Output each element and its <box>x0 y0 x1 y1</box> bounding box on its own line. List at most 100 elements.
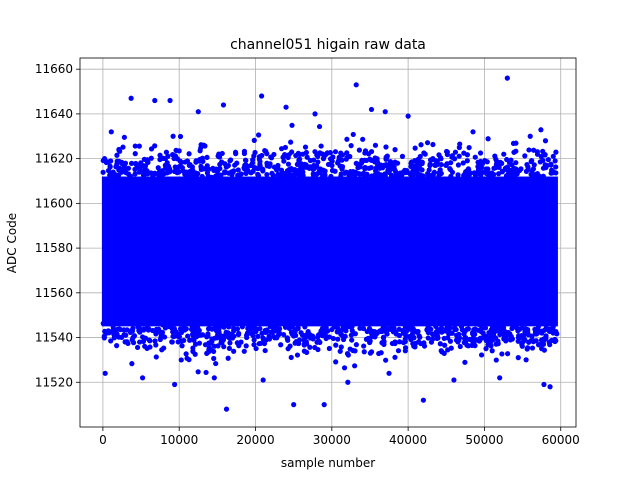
data-point <box>245 167 251 173</box>
data-point <box>137 164 143 170</box>
data-point <box>146 337 152 343</box>
data-point <box>138 160 144 166</box>
data-point <box>184 158 191 164</box>
data-point <box>304 154 310 160</box>
data-point <box>231 348 237 354</box>
data-point <box>497 324 503 330</box>
data-point <box>466 144 472 151</box>
data-point <box>550 324 556 330</box>
outlier-point <box>547 384 553 390</box>
data-point <box>439 349 445 355</box>
data-point <box>425 327 431 333</box>
data-point <box>392 147 398 153</box>
data-point <box>545 156 551 163</box>
data-point <box>226 324 232 330</box>
data-point <box>176 148 182 154</box>
data-point <box>106 330 112 336</box>
data-point <box>285 337 291 343</box>
data-point <box>125 165 132 171</box>
data-point <box>289 149 295 155</box>
data-point <box>186 151 192 157</box>
data-point <box>322 168 328 174</box>
data-point <box>179 343 185 349</box>
data-point <box>241 348 247 354</box>
outlier-point <box>152 97 158 104</box>
data-point <box>550 153 556 159</box>
data-point <box>275 166 281 172</box>
outlier-point <box>259 93 265 99</box>
data-point <box>250 168 256 174</box>
data-point <box>435 335 441 341</box>
data-point <box>374 159 381 165</box>
outlier-point <box>167 97 173 104</box>
data-point <box>483 337 489 344</box>
data-point <box>177 133 184 140</box>
data-point <box>264 160 270 166</box>
data-point <box>437 341 443 347</box>
data-point <box>526 147 532 153</box>
data-point <box>136 143 142 149</box>
data-point <box>100 169 106 175</box>
data-point <box>383 162 389 169</box>
data-point <box>326 345 332 352</box>
data-point <box>361 343 367 349</box>
data-point <box>349 323 355 330</box>
data-point <box>128 160 135 166</box>
data-point <box>422 151 428 157</box>
data-point <box>485 342 491 348</box>
data-point <box>499 330 505 336</box>
outlier-point <box>220 102 227 108</box>
x-tick-label: 60000 <box>542 433 580 447</box>
data-point <box>129 361 135 367</box>
data-point <box>445 347 451 353</box>
data-point <box>444 176 450 182</box>
data-point <box>301 161 308 167</box>
data-point <box>145 325 152 332</box>
data-point <box>344 150 350 156</box>
data-point <box>286 325 292 332</box>
data-point <box>251 137 257 143</box>
outlier-point <box>172 381 178 388</box>
data-point <box>263 337 269 343</box>
data-point <box>503 165 509 171</box>
data-point <box>392 168 399 174</box>
data-point <box>356 147 362 153</box>
data-point <box>392 173 398 179</box>
data-point <box>148 155 154 161</box>
data-point <box>344 351 351 357</box>
data-point <box>116 172 122 178</box>
data-point <box>522 326 529 332</box>
data-point <box>472 326 478 332</box>
data-point <box>361 349 367 355</box>
data-point <box>251 337 257 343</box>
data-point <box>197 148 203 154</box>
data-point <box>551 329 557 336</box>
data-point <box>525 164 531 170</box>
data-point <box>446 331 452 337</box>
data-point <box>369 173 375 179</box>
data-point <box>159 168 165 174</box>
data-point <box>262 347 268 354</box>
data-point <box>430 172 436 179</box>
x-axis-ticks: 0 10000 20000 30000 40000 50000 60000 <box>99 427 580 447</box>
data-point <box>378 350 384 356</box>
data-point <box>390 329 396 335</box>
outlier-point <box>345 379 351 385</box>
data-point <box>152 338 158 344</box>
data-point <box>294 161 300 168</box>
data-point <box>534 149 540 155</box>
data-point <box>458 324 465 330</box>
y-tick-label: 11620 <box>35 152 73 166</box>
x-tick-label: 0 <box>99 433 107 447</box>
data-point <box>144 157 150 163</box>
data-point <box>332 168 338 174</box>
data-point <box>464 152 470 158</box>
data-point <box>195 369 201 375</box>
data-point <box>132 143 138 149</box>
data-point <box>339 166 345 172</box>
data-point <box>436 176 442 182</box>
outlier-point <box>420 397 426 403</box>
data-point <box>547 342 553 348</box>
data-point <box>528 338 534 344</box>
data-point <box>219 150 225 157</box>
